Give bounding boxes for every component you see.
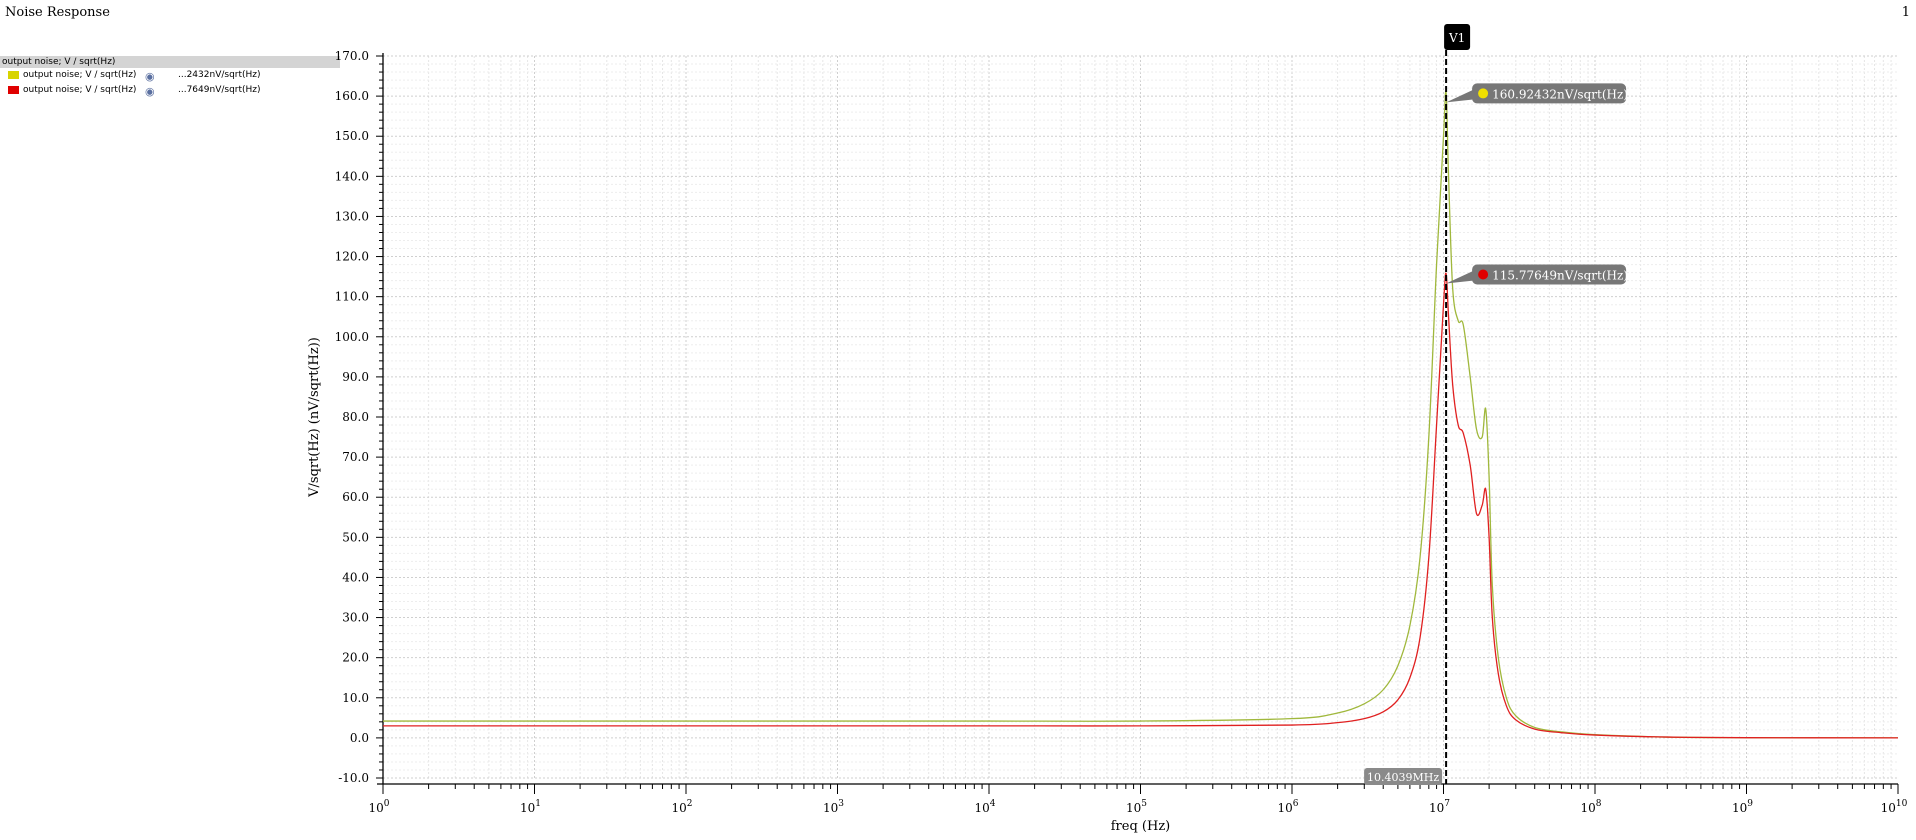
legend-item-value: ...7649nV/sqrt(Hz) <box>178 85 261 95</box>
y-tick-label: 50.0 <box>342 530 369 544</box>
readout-box <box>1472 264 1627 285</box>
y-tick-label: -10.0 <box>338 771 369 785</box>
y-tick-label: 60.0 <box>342 490 369 504</box>
y-tick-label: 40.0 <box>342 570 369 584</box>
marker-x-readout: 10.4039MHz <box>1367 771 1439 784</box>
x-tick-label: 101 <box>520 799 541 815</box>
x-tick-label: 105 <box>1126 799 1147 815</box>
window-title: Noise Response <box>5 5 110 20</box>
y-tick-label: 150.0 <box>335 129 369 143</box>
x-tick-label: 107 <box>1429 799 1450 815</box>
page-number: 1 <box>1901 5 1910 20</box>
series-line <box>382 90 1899 739</box>
legend-item[interactable]: output noise; V / sqrt(Hz) ◉ ...2432nV/s… <box>0 68 340 83</box>
x-tick-label: 109 <box>1732 799 1753 815</box>
y-tick-label: 20.0 <box>342 651 369 665</box>
legend-swatch <box>8 86 19 94</box>
readout-text: 115.77649nV/sqrt(Hz) <box>1492 268 1628 282</box>
legend-header[interactable]: output noise; V / sqrt(Hz) <box>0 56 340 68</box>
y-tick-label: 90.0 <box>342 370 369 384</box>
y-tick-label: 140.0 <box>335 169 369 183</box>
y-tick-label: 10.0 <box>342 691 369 705</box>
y-tick-label: 70.0 <box>342 450 369 464</box>
marker-x-readout-box <box>1364 768 1443 785</box>
y-tick-label: 120.0 <box>335 250 369 264</box>
readout-text: 160.92432nV/sqrt(Hz) <box>1492 87 1628 101</box>
legend-item-name: output noise; V / sqrt(Hz) <box>23 70 137 80</box>
legend-item-name: output noise; V / sqrt(Hz) <box>23 85 137 95</box>
grid <box>382 55 1898 779</box>
x-tick-label: 104 <box>974 799 995 815</box>
y-tick-label: 30.0 <box>342 611 369 625</box>
legend: output noise; V / sqrt(Hz) output noise;… <box>0 56 340 98</box>
marker-label-box <box>1444 24 1471 50</box>
eye-icon[interactable]: ◉ <box>145 70 155 83</box>
readout-pointer <box>1446 89 1475 103</box>
y-tick-label: 110.0 <box>335 290 369 304</box>
x-tick-label: 106 <box>1277 799 1298 815</box>
x-tick-label: 108 <box>1580 799 1601 815</box>
legend-swatch <box>8 71 19 79</box>
eye-icon[interactable]: ◉ <box>145 85 155 98</box>
y-tick-label: 0.0 <box>350 731 369 745</box>
readout-box <box>1472 83 1627 104</box>
y-tick-label: 80.0 <box>342 410 369 424</box>
y-tick-label: 160.0 <box>335 89 369 103</box>
x-tick-label: 102 <box>671 799 692 815</box>
y-tick-label: 130.0 <box>335 209 369 223</box>
y-tick-label: 170.0 <box>335 49 369 63</box>
series-line <box>383 272 1899 739</box>
x-tick-label: 103 <box>823 799 844 815</box>
marker-label: V1 <box>1448 31 1465 45</box>
readout-dot <box>1478 269 1489 280</box>
x-tick-label: 1010 <box>1881 799 1908 815</box>
x-tick-label: 100 <box>368 799 389 815</box>
readout-dot <box>1478 88 1489 99</box>
y-tick-label: 100.0 <box>335 330 369 344</box>
legend-item-value: ...2432nV/sqrt(Hz) <box>178 70 261 80</box>
y-axis-label: V/sqrt(Hz) (nV/sqrt(Hz)) <box>307 337 322 498</box>
x-axis-label: freq (Hz) <box>1111 819 1171 834</box>
legend-item[interactable]: output noise; V / sqrt(Hz) ◉ ...7649nV/s… <box>0 83 340 98</box>
readout-pointer <box>1446 270 1475 284</box>
